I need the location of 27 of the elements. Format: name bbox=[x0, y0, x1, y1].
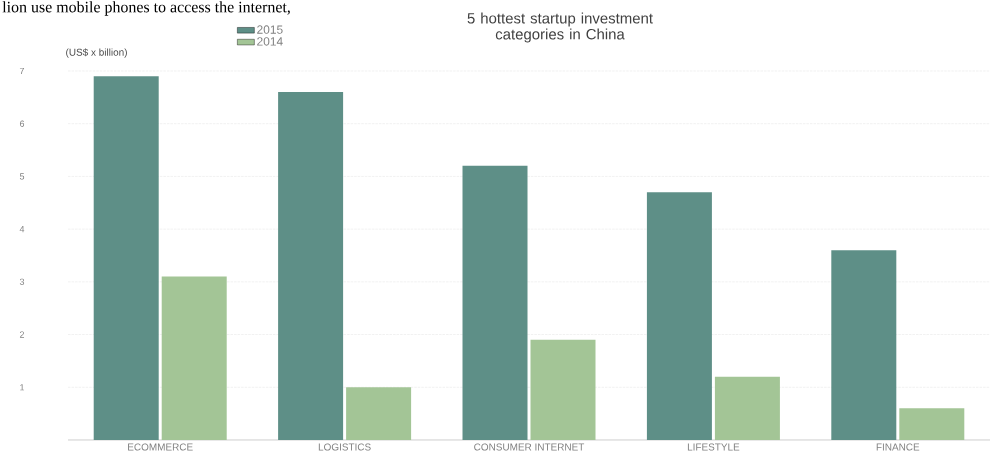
bar bbox=[93, 76, 159, 440]
bar bbox=[161, 276, 227, 440]
y-tick-label: 5 bbox=[19, 173, 25, 180]
bar bbox=[530, 339, 596, 440]
bar bbox=[646, 192, 712, 440]
x-tick-label: FINANCE bbox=[876, 443, 920, 451]
y-tick-label: 3 bbox=[19, 278, 25, 286]
y-tick-label: 6 bbox=[19, 120, 25, 127]
bar bbox=[346, 387, 412, 440]
bar bbox=[278, 92, 344, 440]
bar bbox=[899, 408, 965, 440]
text: lion use mobile phones to access the internet, bbox=[2, 1, 290, 16]
x-tick-label: LOGISTICS bbox=[318, 443, 371, 451]
y-tick-label: 4 bbox=[19, 226, 25, 233]
bar bbox=[714, 376, 780, 440]
bar bbox=[462, 165, 528, 440]
legend-label: 2014 bbox=[257, 37, 283, 46]
bar bbox=[831, 250, 897, 440]
chart-title: 5 hottest startup investment categories in China bbox=[467, 12, 653, 43]
legend-label: 2015 bbox=[257, 25, 283, 34]
x-tick-label: CONSUMER INTERNET bbox=[474, 443, 585, 451]
y-tick-label: 2 bbox=[19, 331, 25, 338]
x-tick-label: ECOMMERCE bbox=[128, 443, 193, 451]
y-tick-label: 1 bbox=[20, 384, 25, 391]
y-tick-label: 7 bbox=[19, 67, 25, 75]
x-tick-label: LIFESTYLE bbox=[687, 443, 740, 451]
y-axis-title: (US$ x billion) bbox=[66, 48, 127, 58]
